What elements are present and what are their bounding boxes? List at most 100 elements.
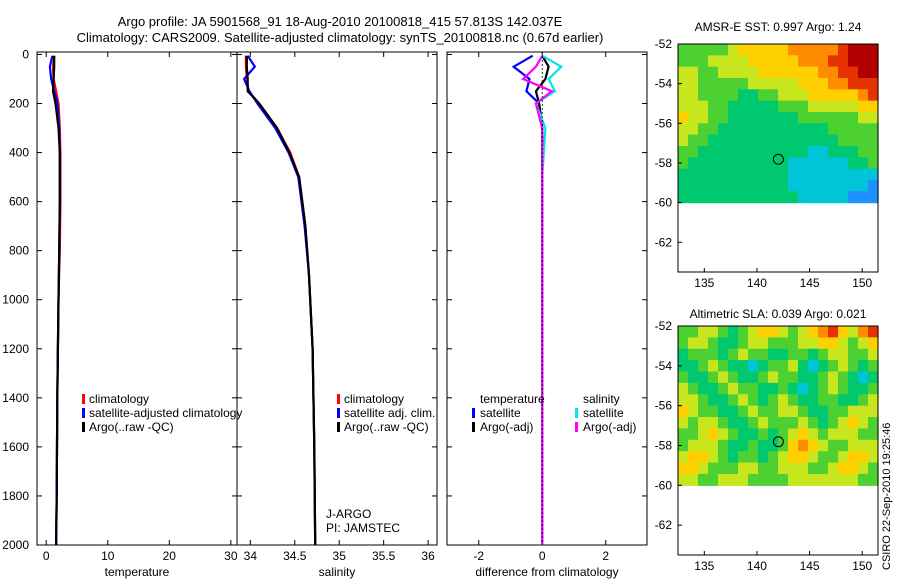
heatmap-cell: [868, 360, 879, 373]
heatmap-cell: [708, 145, 719, 158]
heatmap-cell: [738, 417, 749, 430]
heatmap-cell: [828, 360, 839, 373]
heatmap-cell: [798, 134, 809, 147]
heatmap-cell: [808, 417, 819, 430]
heatmap-cell: [838, 100, 849, 113]
heatmap-cell: [698, 394, 709, 407]
heatmap-cell: [738, 473, 749, 486]
map-frame: [677, 325, 879, 556]
axes-frame-temperature-profile: [36, 51, 238, 546]
heatmap-cell: [688, 371, 699, 384]
heatmap-cell: [748, 157, 759, 170]
heatmap-cell: [798, 77, 809, 90]
heatmap-cell: [758, 439, 769, 452]
heatmap-cell: [688, 417, 699, 430]
heatmap-cell: [868, 77, 879, 90]
x-axis-label: salinity: [319, 565, 356, 579]
heatmap-cell: [818, 326, 829, 338]
heatmap-cell: [688, 55, 699, 68]
heatmap-cell: [848, 157, 859, 170]
heatmap-cell: [738, 168, 749, 181]
heatmap-cell: [758, 360, 769, 373]
heatmap-cell: [758, 179, 769, 192]
heatmap-cell: [838, 168, 849, 181]
heatmap-cell: [748, 405, 759, 418]
heatmap-cell: [868, 179, 879, 192]
x-tick-label: 0: [539, 549, 546, 563]
heatmap-cell: [728, 473, 739, 486]
heatmap-cell: [788, 326, 799, 338]
heatmap-cell: [728, 168, 739, 181]
heatmap-cell: [858, 405, 869, 418]
heatmap-cell: [738, 145, 749, 158]
series-line-argo-raw-qc-: [51, 55, 61, 545]
heatmap-cell: [698, 348, 709, 361]
heatmap-cell: [768, 326, 779, 338]
heatmap-cell: [728, 179, 739, 192]
heatmap-cell: [818, 417, 829, 430]
heatmap-cell: [808, 462, 819, 475]
heatmap-cell: [778, 134, 789, 147]
heatmap-cell: [768, 66, 779, 79]
heatmap-cell: [768, 89, 779, 102]
heatmap-cell: [838, 371, 849, 384]
heatmap-cell: [678, 157, 689, 170]
heatmap-cell: [688, 111, 699, 124]
heatmap-cell: [688, 123, 699, 136]
heatmap-cell: [828, 428, 839, 441]
x-axis-label: temperature: [105, 565, 170, 579]
heatmap-cell: [828, 394, 839, 407]
heatmap-cell: [678, 394, 689, 407]
heatmap-cell: [718, 462, 729, 475]
heatmap-cell: [738, 337, 749, 350]
heatmap-cell: [738, 157, 749, 170]
heatmap-cell: [718, 348, 729, 361]
heatmap-cell: [708, 439, 719, 452]
heatmap-cell: [678, 77, 689, 90]
heatmap-cell: [858, 77, 869, 90]
heatmap-cell: [718, 89, 729, 102]
heatmap-cell: [828, 473, 839, 486]
heatmap-cell: [818, 360, 829, 373]
legend-label: Argo(..raw -QC): [344, 420, 429, 434]
y-tick-label: -54: [655, 359, 673, 373]
heatmap-cell: [848, 417, 859, 430]
heatmap-cell: [678, 100, 689, 113]
heatmap-cell: [688, 473, 699, 486]
legend-swatch: [337, 408, 340, 418]
heatmap-cell: [848, 44, 859, 56]
heatmap-cell: [728, 451, 739, 464]
heatmap-cell: [798, 462, 809, 475]
heatmap-cell: [698, 439, 709, 452]
heatmap-cell: [708, 348, 719, 361]
heatmap-cell: [698, 382, 709, 395]
heatmap-cell: [818, 168, 829, 181]
heatmap-cell: [708, 191, 719, 204]
heatmap-cell: [678, 382, 689, 395]
heatmap-cell: [868, 134, 879, 147]
heatmap-cell: [758, 134, 769, 147]
heatmap-cell: [838, 439, 849, 452]
heatmap-cell: [768, 348, 779, 361]
heatmap-cell: [818, 66, 829, 79]
heatmap-cell: [818, 462, 829, 475]
heatmap-cell: [708, 66, 719, 79]
heatmap-cell: [808, 326, 819, 338]
heatmap-cell: [798, 360, 809, 373]
heatmap-cell: [798, 145, 809, 158]
heatmap-cell: [728, 439, 739, 452]
heatmap-cell: [788, 191, 799, 204]
heatmap-cell: [808, 405, 819, 418]
heatmap-cell: [728, 123, 739, 136]
heatmap-cell: [728, 134, 739, 147]
heatmap-cell: [718, 77, 729, 90]
heatmap-cell: [868, 191, 879, 204]
heatmap-cell: [728, 348, 739, 361]
heatmap-cell: [718, 417, 729, 430]
heatmap-cell: [818, 405, 829, 418]
heatmap-cell: [778, 451, 789, 464]
heatmap-cell: [678, 417, 689, 430]
heatmap-cell: [718, 44, 729, 56]
x-axis-label: difference from climatology: [475, 565, 618, 579]
heatmap-cell: [788, 428, 799, 441]
